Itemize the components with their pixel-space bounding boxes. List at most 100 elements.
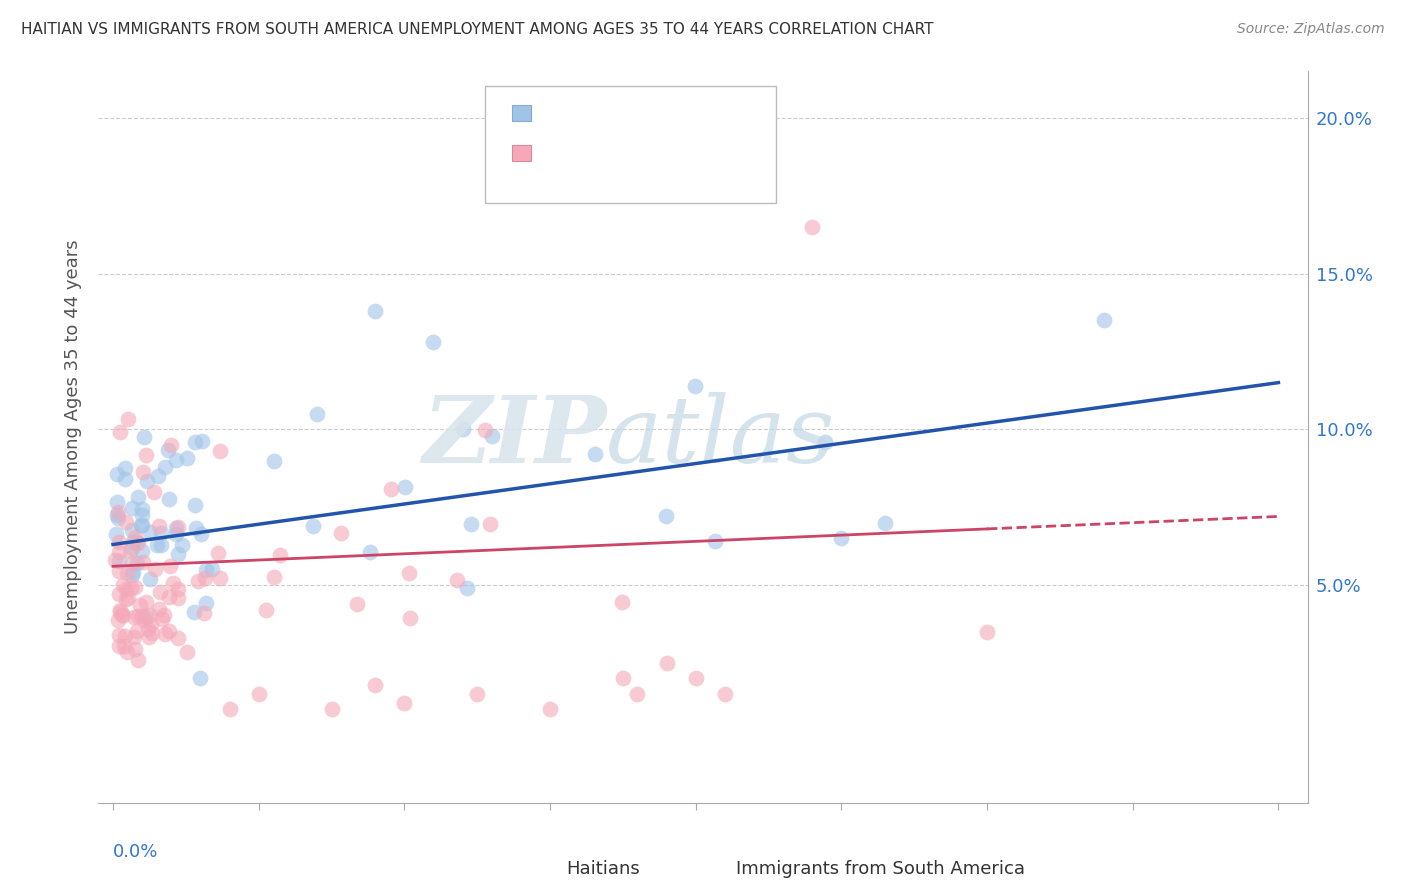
- Point: [254, 603, 277, 617]
- Point: [218, 702, 240, 716]
- Point: [108, 602, 131, 616]
- Point: [127, 556, 149, 570]
- Point: [111, 577, 134, 591]
- Point: [305, 407, 328, 421]
- Point: [162, 576, 184, 591]
- Point: [114, 460, 136, 475]
- Point: [112, 608, 135, 623]
- Text: Source: ZipAtlas.com: Source: ZipAtlas.com: [1237, 22, 1385, 37]
- Point: [184, 434, 207, 449]
- Point: [121, 524, 143, 538]
- Point: [193, 606, 215, 620]
- Point: [115, 644, 138, 658]
- Point: [474, 423, 496, 437]
- Point: [451, 422, 474, 436]
- Point: [685, 671, 707, 685]
- Point: [107, 554, 129, 568]
- Point: [346, 597, 368, 611]
- Point: [165, 453, 187, 467]
- Point: [456, 582, 478, 596]
- Point: [610, 595, 633, 609]
- FancyBboxPatch shape: [512, 105, 530, 121]
- Point: [111, 607, 134, 622]
- Point: [132, 465, 155, 479]
- Point: [124, 630, 146, 644]
- Point: [814, 435, 837, 450]
- Point: [329, 526, 352, 541]
- Point: [131, 501, 153, 516]
- Point: [176, 645, 198, 659]
- Point: [190, 671, 212, 685]
- Point: [104, 553, 127, 567]
- Point: [165, 521, 187, 535]
- Point: [107, 628, 129, 642]
- Y-axis label: Unemployment Among Ages 35 to 44 years: Unemployment Among Ages 35 to 44 years: [63, 240, 82, 634]
- Text: R =: R =: [546, 144, 583, 161]
- Point: [138, 524, 160, 539]
- Point: [148, 601, 170, 615]
- Point: [127, 653, 149, 667]
- Point: [131, 518, 153, 533]
- Point: [655, 656, 678, 670]
- Point: [141, 625, 163, 640]
- Point: [207, 546, 229, 560]
- Point: [115, 566, 138, 580]
- Point: [394, 696, 416, 710]
- Text: HAITIAN VS IMMIGRANTS FROM SOUTH AMERICA UNEMPLOYMENT AMONG AGES 35 TO 44 YEARS : HAITIAN VS IMMIGRANTS FROM SOUTH AMERICA…: [21, 22, 934, 37]
- Text: ZIP: ZIP: [422, 392, 606, 482]
- Point: [150, 525, 173, 540]
- Point: [155, 459, 177, 474]
- Point: [108, 564, 131, 578]
- Text: R =: R =: [546, 104, 583, 122]
- Point: [136, 622, 159, 636]
- Point: [446, 574, 468, 588]
- Point: [131, 609, 153, 624]
- Text: N =: N =: [645, 104, 697, 122]
- Point: [183, 605, 205, 619]
- Point: [263, 454, 285, 468]
- Point: [146, 469, 169, 483]
- FancyBboxPatch shape: [512, 145, 530, 161]
- Point: [150, 611, 173, 625]
- Point: [127, 534, 149, 549]
- Point: [302, 519, 325, 533]
- Point: [105, 467, 128, 481]
- Point: [117, 412, 139, 426]
- Point: [107, 613, 129, 627]
- Text: 69: 69: [693, 104, 718, 122]
- Point: [830, 531, 852, 545]
- Text: atlas: atlas: [606, 392, 835, 482]
- Point: [170, 538, 193, 552]
- Point: [121, 501, 143, 516]
- Point: [114, 629, 136, 643]
- Point: [128, 598, 150, 612]
- Point: [115, 592, 138, 607]
- Point: [190, 527, 212, 541]
- Point: [104, 527, 127, 541]
- Point: [149, 584, 172, 599]
- Point: [167, 631, 190, 645]
- Point: [194, 596, 217, 610]
- Point: [364, 304, 387, 318]
- Point: [142, 484, 165, 499]
- Point: [107, 510, 129, 524]
- Point: [131, 508, 153, 523]
- Point: [976, 624, 998, 639]
- Point: [138, 630, 160, 644]
- Point: [131, 517, 153, 532]
- Text: 0.0%: 0.0%: [112, 843, 159, 861]
- Point: [148, 518, 170, 533]
- Point: [108, 587, 131, 601]
- Point: [359, 545, 381, 559]
- Point: [209, 443, 232, 458]
- Point: [465, 687, 488, 701]
- Point: [380, 482, 402, 496]
- Point: [157, 442, 180, 457]
- Point: [184, 521, 207, 535]
- Point: [364, 677, 387, 691]
- Point: [127, 490, 149, 504]
- Point: [399, 610, 422, 624]
- Point: [201, 562, 224, 576]
- Point: [422, 335, 444, 350]
- Point: [134, 430, 156, 444]
